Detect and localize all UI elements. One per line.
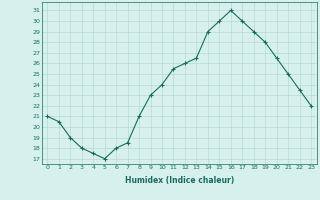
X-axis label: Humidex (Indice chaleur): Humidex (Indice chaleur) (124, 176, 234, 185)
